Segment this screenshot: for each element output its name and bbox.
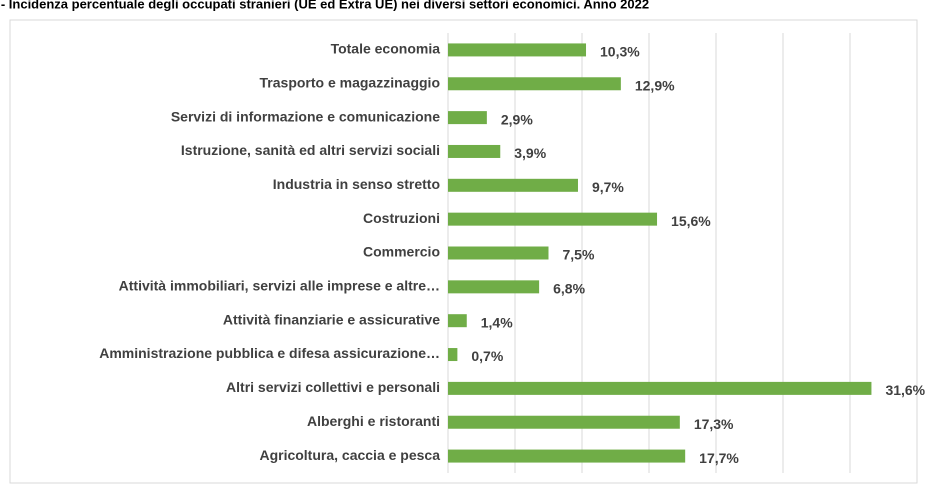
bar (448, 144, 501, 158)
y-tick-label: Attività immobiliari, servizi alle impre… (119, 278, 440, 294)
y-tick-label: Costruzioni (363, 210, 440, 226)
data-label: 15,6% (671, 213, 711, 229)
bar (448, 314, 467, 328)
bar (448, 178, 578, 192)
y-tick-label: Commercio (363, 244, 440, 260)
bar (448, 348, 458, 362)
y-tick-label: Alberghi e ristoranti (307, 413, 440, 429)
bar (448, 280, 540, 294)
y-tick-label: Agricoltura, caccia e pesca (259, 447, 440, 463)
data-label: 12,9% (635, 77, 675, 93)
data-label: 3,9% (514, 145, 546, 161)
y-tick-label: Industria in senso stretto (273, 176, 440, 192)
data-label: 17,7% (699, 450, 739, 466)
data-label: 0,7% (471, 348, 503, 364)
data-label: 2,9% (501, 111, 533, 127)
bar (448, 449, 686, 463)
y-tick-label: Amministrazione pubblica e difesa assicu… (99, 345, 440, 361)
data-label: 6,8% (553, 281, 585, 297)
data-label: 1,4% (481, 314, 513, 330)
bar (448, 381, 872, 395)
y-tick-label: Servizi di informazione e comunicazione (171, 108, 440, 124)
y-tick-label: Istruzione, sanità ed altri servizi soci… (181, 142, 440, 158)
bar (448, 415, 680, 429)
bar (448, 43, 587, 57)
y-tick-label: Altri servizi collettivi e personali (226, 379, 440, 395)
data-label: 10,3% (600, 44, 640, 60)
y-tick-label: Totale economia (331, 41, 441, 57)
data-label: 17,3% (694, 416, 734, 432)
bar (448, 77, 621, 91)
data-label: 31,6% (885, 382, 925, 398)
data-label: 7,5% (563, 247, 595, 263)
y-tick-label: Attività finanziarie e assicurative (223, 311, 440, 327)
y-tick-label: Trasporto e magazzinaggio (260, 74, 440, 90)
data-label: 9,7% (592, 179, 624, 195)
bar (448, 246, 549, 260)
bar (448, 212, 658, 226)
chart-title: 4 - Incidenza percentuale degli occupati… (0, 0, 649, 11)
bar (448, 111, 487, 125)
